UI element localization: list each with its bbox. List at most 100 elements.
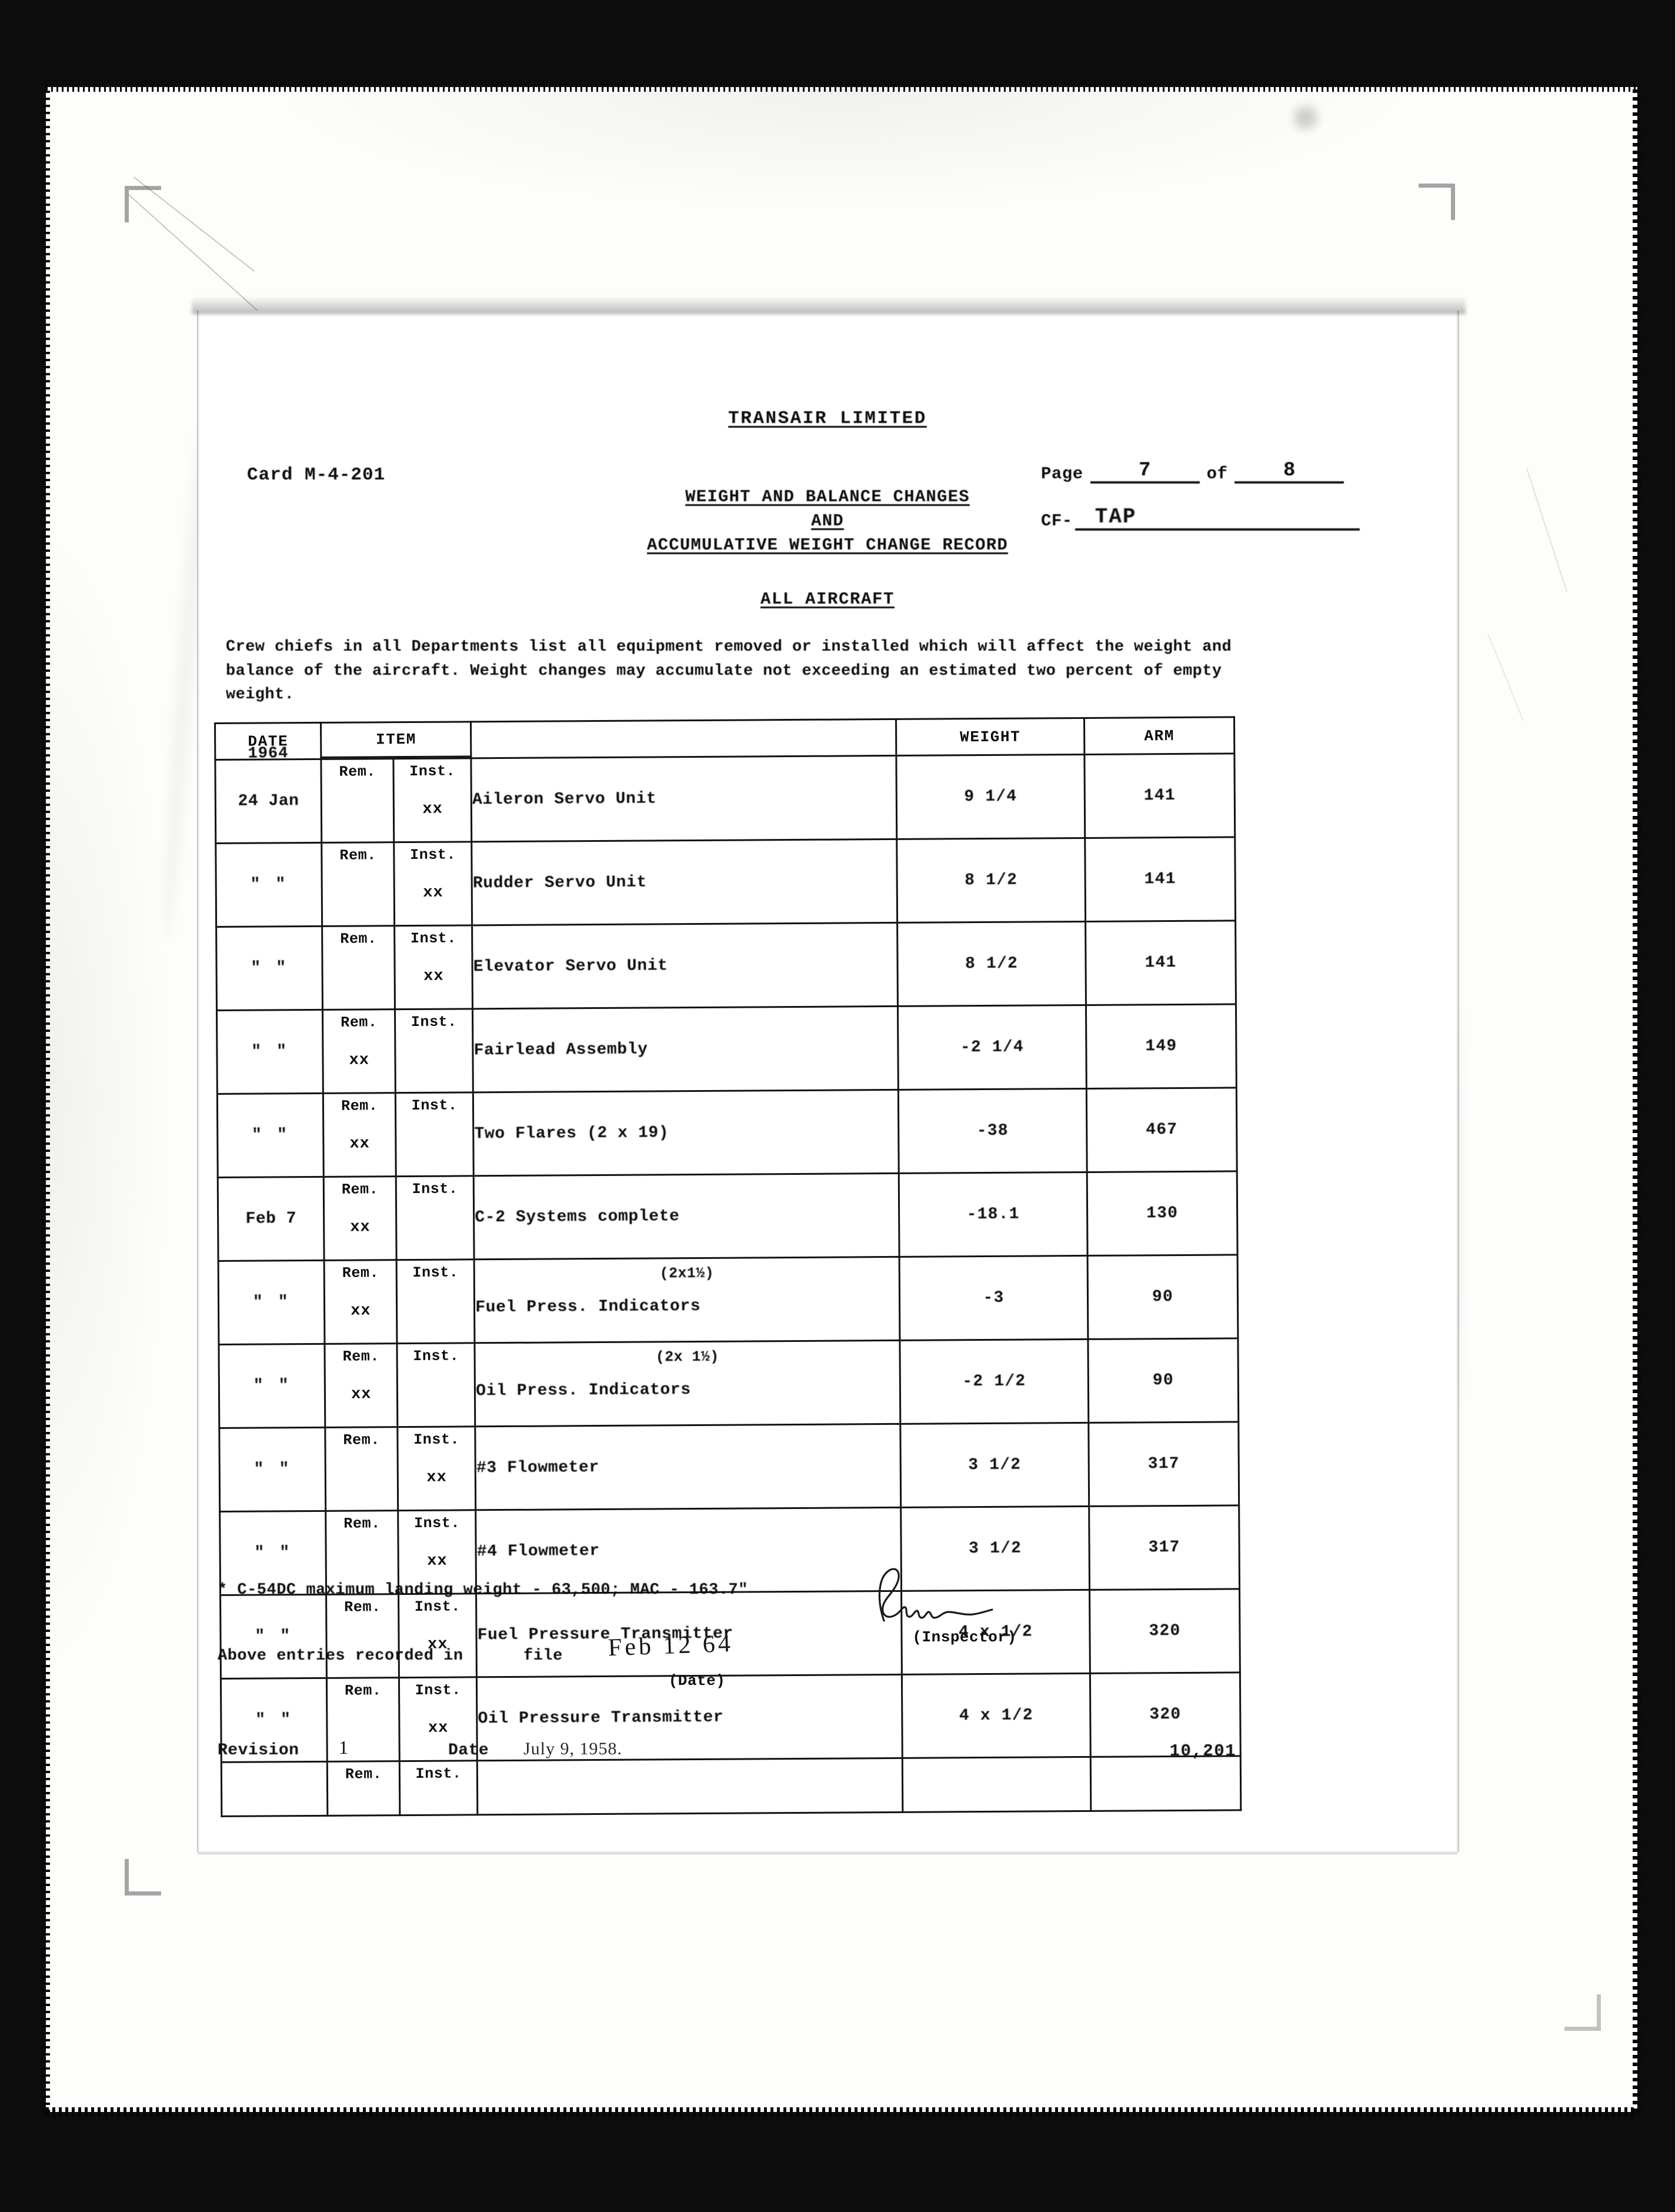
- cf-field: CF- TAP: [1041, 507, 1360, 531]
- item-description: Fairlead Assembly: [473, 1040, 648, 1060]
- signature-icon: [878, 1568, 993, 1622]
- rem-label: Rem.: [343, 1431, 381, 1449]
- cell-weight: 8 1/2: [896, 838, 1086, 923]
- cell-installed[interactable]: Inst.: [395, 1008, 473, 1093]
- cell-removed[interactable]: Rem.: [327, 1761, 401, 1816]
- table-row: "" Rem. Inst. xx Elevator Servo Unit 8 1/2 141: [216, 920, 1236, 1011]
- date-value: "": [251, 959, 302, 978]
- rem-label: Rem.: [340, 930, 377, 948]
- date-value: "": [254, 1544, 305, 1563]
- rem-mark: xx: [351, 1301, 371, 1320]
- cell-arm: 130: [1087, 1171, 1238, 1256]
- inst-mark: xx: [428, 1719, 449, 1737]
- cell-arm: 149: [1086, 1004, 1237, 1089]
- backing-edge-right: [1633, 87, 1641, 2112]
- cell-removed[interactable]: Rem. xx: [323, 1176, 397, 1261]
- sheet-edge-right: [1456, 311, 1459, 1852]
- backing-edge-bottom: [46, 2107, 1637, 2117]
- revision-date-value: July 9, 1958.: [523, 1739, 623, 1758]
- cell-date: "": [220, 1594, 327, 1679]
- cell-removed[interactable]: Rem.: [321, 758, 394, 843]
- cell-installed[interactable]: Inst. xx: [393, 841, 472, 926]
- instructions-paragraph: Crew chiefs in all Departments list all …: [226, 638, 1232, 704]
- inst-mark: xx: [423, 884, 443, 902]
- cell-arm: 467: [1086, 1087, 1237, 1172]
- rem-mark: xx: [350, 1218, 371, 1237]
- cell-installed[interactable]: Inst. xx: [397, 1426, 476, 1511]
- form-number: 10,201: [1169, 1741, 1236, 1761]
- cell-removed[interactable]: Rem. xx: [323, 1092, 396, 1177]
- cell-weight: [902, 1757, 1091, 1813]
- cell-item: [477, 1758, 903, 1815]
- cell-installed[interactable]: Inst. xx: [393, 758, 472, 842]
- card-number: Card M-4-201: [247, 465, 386, 485]
- cell-installed[interactable]: Inst.: [399, 1760, 478, 1815]
- cell-installed[interactable]: Inst. xx: [398, 1593, 477, 1678]
- ink-smudge: [1294, 106, 1317, 129]
- inst-label: Inst.: [413, 1431, 460, 1448]
- cell-weight: 8 1/2: [897, 921, 1086, 1007]
- rem-mark: xx: [349, 1051, 370, 1070]
- cell-arm: 317: [1089, 1505, 1240, 1590]
- item-quantity: (2x 1½): [655, 1348, 719, 1366]
- cell-removed[interactable]: Rem.: [322, 842, 395, 927]
- cell-date: [221, 1761, 328, 1817]
- cell-item: (2x1½) Fuel Press. Indicators: [474, 1257, 900, 1343]
- item-description: Aileron Servo Unit: [472, 789, 657, 809]
- inst-label: Inst.: [409, 846, 456, 864]
- cell-weight: -3: [899, 1255, 1089, 1341]
- inst-label: Inst.: [413, 1347, 459, 1365]
- cell-date: "": [217, 1093, 324, 1178]
- cell-arm: 141: [1085, 920, 1236, 1005]
- inspector-field: (Inspector): [850, 1568, 1079, 1646]
- cell-date: "": [219, 1427, 326, 1512]
- cell-arm: 141: [1085, 837, 1236, 922]
- cell-removed[interactable]: Rem. xx: [325, 1343, 398, 1428]
- page-total-value[interactable]: 8: [1234, 461, 1344, 484]
- date-value: "": [251, 1042, 302, 1061]
- cell-removed[interactable]: Rem. xx: [322, 1009, 396, 1094]
- item-description: Rudder Servo Unit: [472, 873, 647, 893]
- crop-mark-top-left: [125, 186, 161, 222]
- header-arm: ARM: [1084, 717, 1234, 755]
- applicability-label: ALL AIRCRAFT: [760, 589, 895, 609]
- inst-mark: xx: [422, 800, 443, 818]
- cell-arm: 90: [1087, 1254, 1238, 1340]
- table-row: "" Rem. xx Inst. Fairlead Assembly -2 1/4 149: [216, 1004, 1237, 1094]
- crop-mark-top-right: [1419, 184, 1455, 220]
- cell-removed[interactable]: Rem.: [325, 1427, 398, 1511]
- inst-label: Inst.: [411, 1097, 458, 1114]
- rem-label: Rem.: [344, 1598, 381, 1616]
- cell-weight: -38: [898, 1088, 1087, 1174]
- backing-edge-top: [46, 84, 1637, 92]
- page-number-value[interactable]: 7: [1090, 461, 1200, 484]
- inst-label: Inst.: [412, 1264, 459, 1281]
- cell-removed[interactable]: Rem.: [326, 1677, 400, 1762]
- cell-installed[interactable]: Inst.: [396, 1175, 475, 1260]
- cell-date: "": [216, 1010, 323, 1094]
- cell-installed[interactable]: Inst.: [396, 1259, 475, 1344]
- cell-removed[interactable]: Rem.: [326, 1594, 399, 1678]
- cell-removed[interactable]: Rem.: [322, 925, 395, 1010]
- cell-installed[interactable]: Inst. xx: [394, 925, 473, 1010]
- page-label: Page: [1041, 464, 1083, 484]
- cell-weight: 4 x 1/2: [902, 1673, 1091, 1758]
- file-date-handwritten[interactable]: Feb 12 64: [608, 1630, 734, 1662]
- date-caption: (Date): [668, 1672, 726, 1690]
- backing-edge-left: [42, 87, 50, 2112]
- form-title-line-3: ACCUMULATIVE WEIGHT CHANGE RECORD: [647, 535, 1008, 555]
- inspector-caption: (Inspector): [912, 1628, 1017, 1646]
- item-description: Elevator Servo Unit: [473, 957, 668, 977]
- form-title-line-2: AND: [811, 511, 844, 531]
- cf-label: CF-: [1041, 511, 1073, 531]
- cell-arm: 317: [1088, 1421, 1239, 1507]
- cell-installed[interactable]: Inst.: [397, 1342, 476, 1427]
- item-description: Fuel Press. Indicators: [475, 1297, 701, 1317]
- inst-mark: xx: [427, 1552, 448, 1570]
- page-of-label: of: [1206, 464, 1228, 484]
- cf-registration-value[interactable]: TAP: [1095, 505, 1137, 529]
- rem-label: Rem.: [341, 1097, 378, 1115]
- cell-installed[interactable]: Inst.: [395, 1092, 474, 1177]
- cell-removed[interactable]: Rem. xx: [324, 1260, 398, 1344]
- date-value: "": [250, 875, 301, 894]
